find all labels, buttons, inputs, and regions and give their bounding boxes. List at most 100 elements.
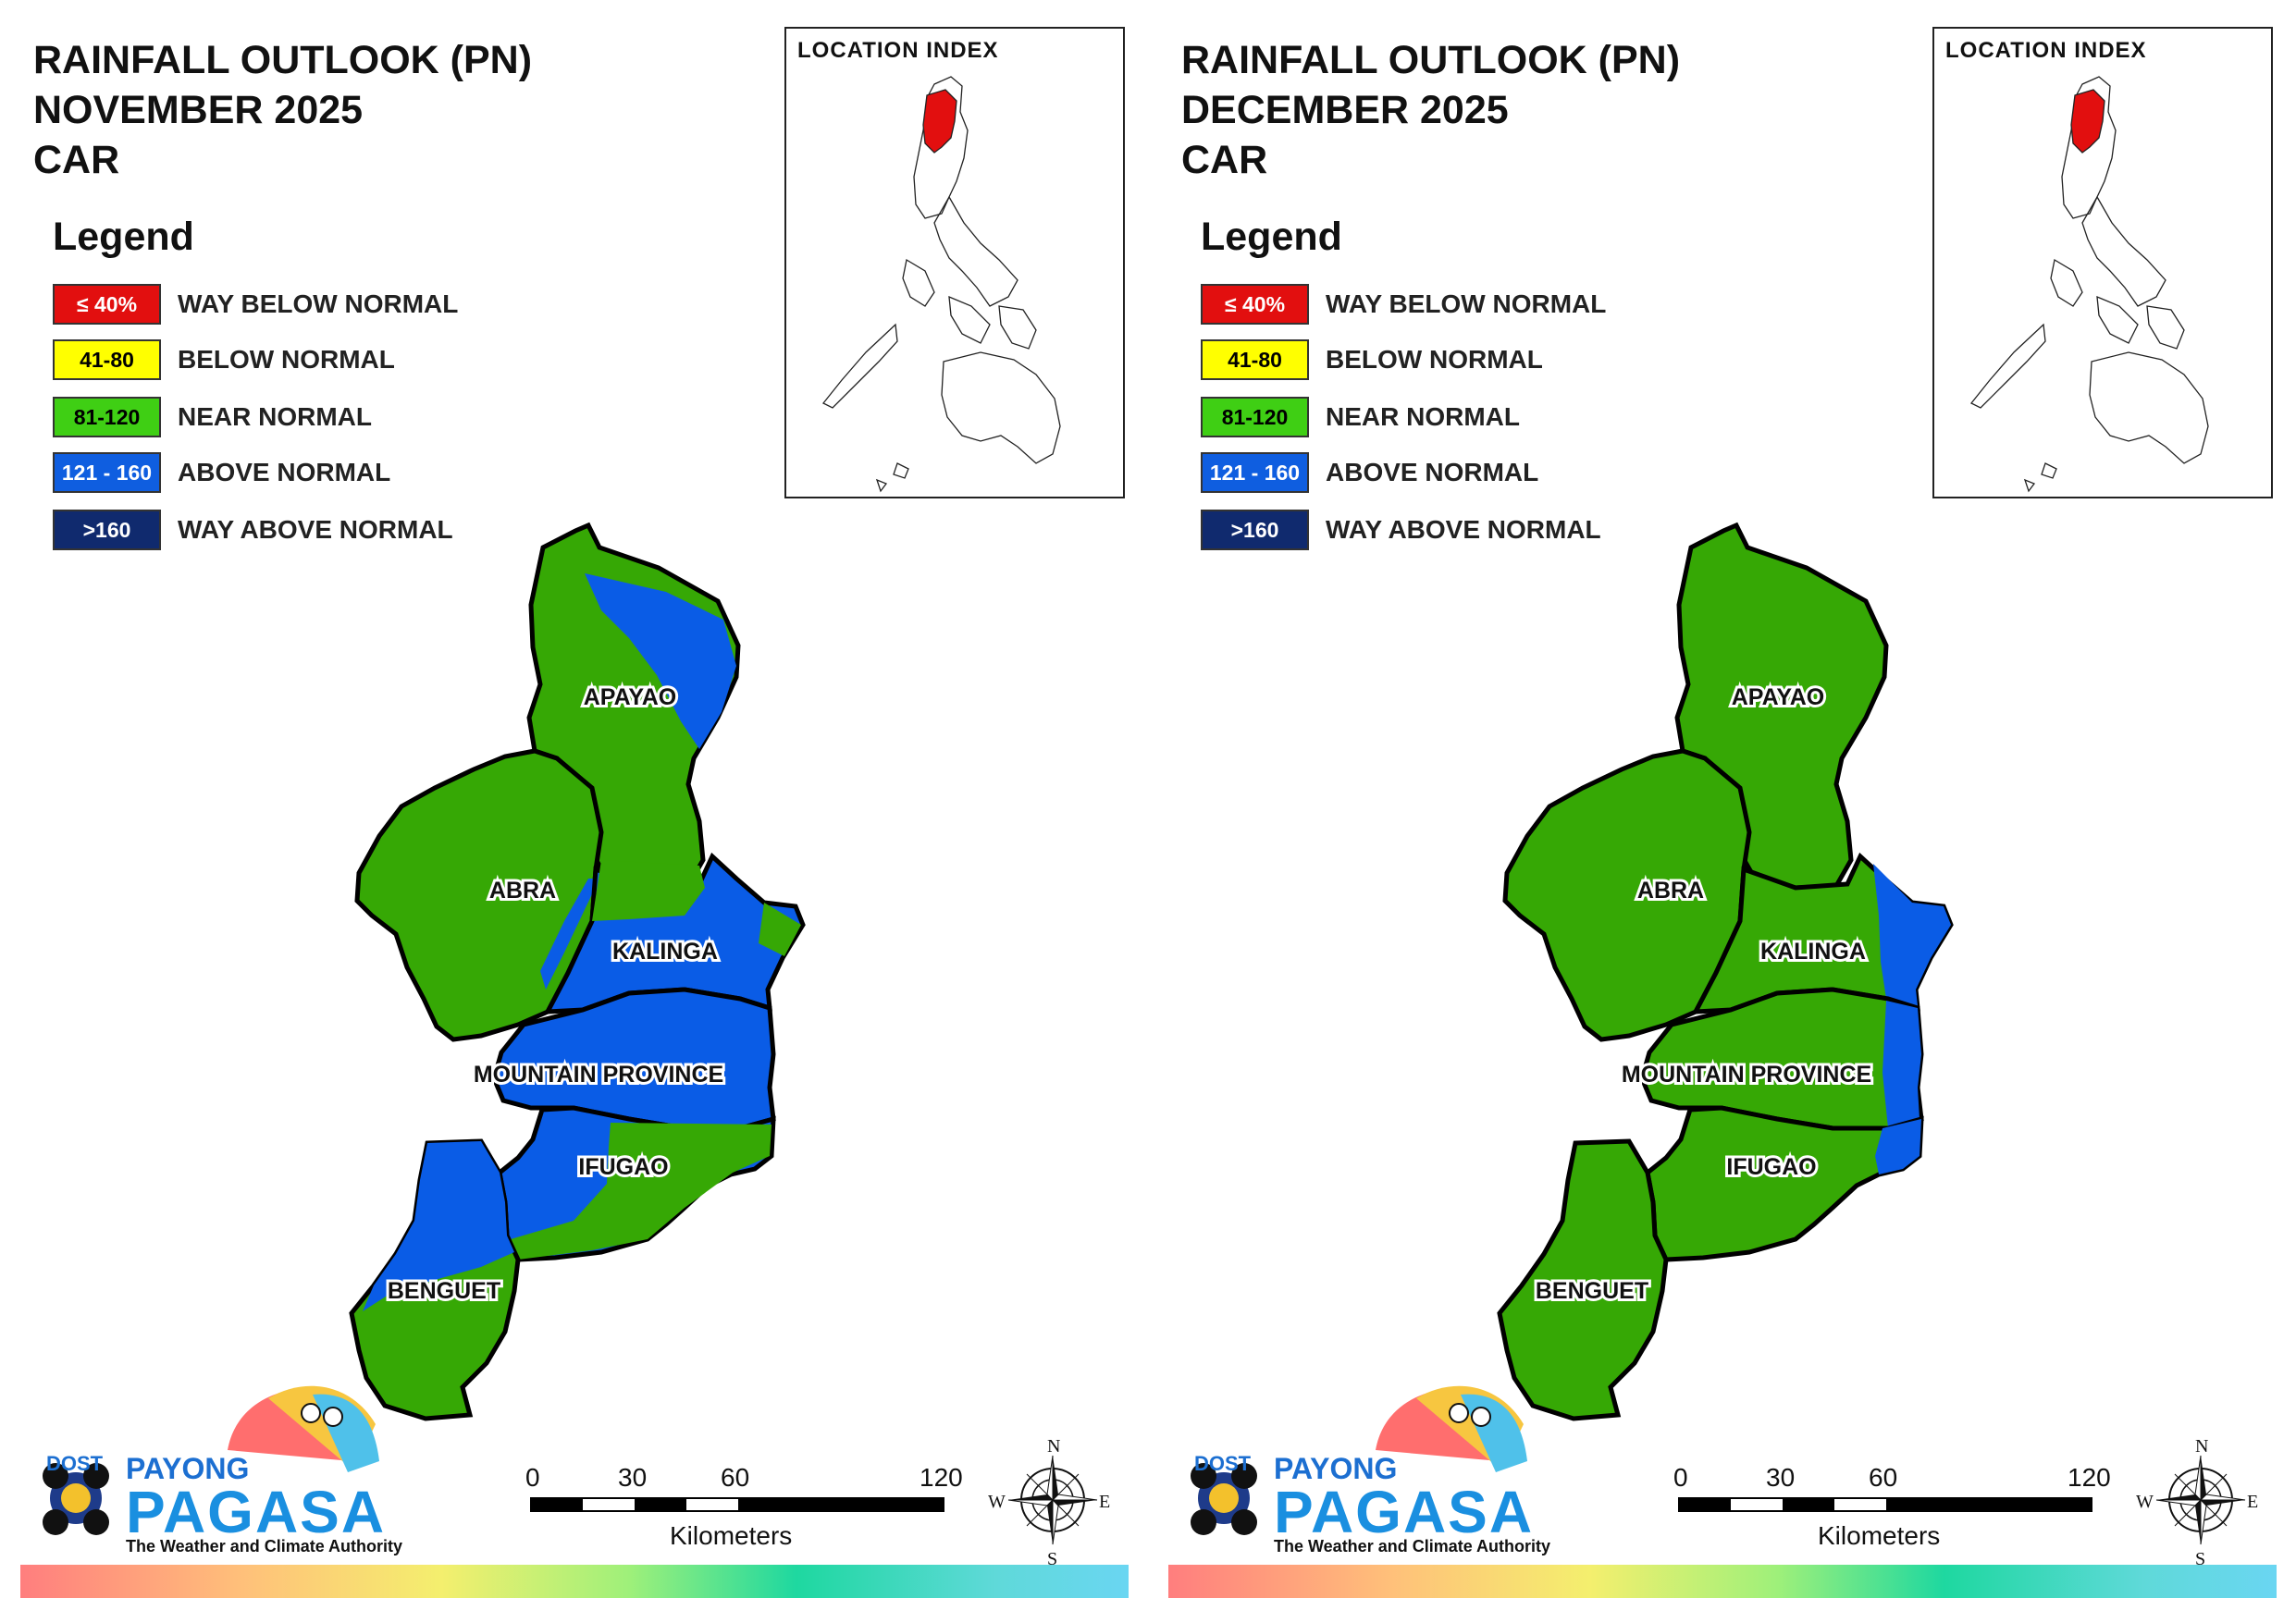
car-region-highlight — [2070, 89, 2105, 154]
compass-n: N — [1047, 1436, 1060, 1457]
scale-bar — [1678, 1497, 2092, 1512]
compass-n: N — [2195, 1436, 2208, 1457]
abra-above-normal-zone — [540, 879, 599, 990]
kalinga-near-normal-zone-east — [759, 903, 801, 956]
kalinga-near-normal-zone — [592, 860, 705, 921]
title-line-1: RAINFALL OUTLOOK (PN) — [1181, 38, 1681, 82]
legend-swatch: >160 — [53, 510, 161, 550]
province-ifugao — [1645, 1105, 1924, 1262]
province-apayao — [1674, 522, 1889, 891]
car-region-highlight — [922, 89, 957, 154]
map-title: RAINFALL OUTLOOK (PN) DECEMBER 2025 CAR — [1181, 35, 1680, 185]
legend-swatch: 81-120 — [53, 397, 161, 437]
label-ifugao: IFUGAO — [578, 1154, 668, 1180]
legend-item-above: 121 - 160 ABOVE NORMAL — [1201, 452, 1538, 493]
legend-item-way-above: >160 WAY ABOVE NORMAL — [1201, 510, 1601, 550]
label-ifugao: IFUGAO — [1726, 1154, 1816, 1180]
legend-label: NEAR NORMAL — [178, 402, 372, 431]
label-mountain-province: MOUNTAIN PROVINCE — [474, 1062, 723, 1088]
apayao-above-normal-zone — [585, 573, 736, 749]
label-abra: ABRA — [1637, 878, 1704, 904]
compass-e: E — [2247, 1492, 2258, 1512]
legend-label: WAY ABOVE NORMAL — [1326, 515, 1601, 544]
legend-label: ABOVE NORMAL — [178, 458, 391, 486]
legend-item-way-below: ≤ 40% WAY BELOW NORMAL — [53, 284, 458, 325]
scale-unit: Kilometers — [670, 1521, 793, 1550]
title-line-2: DECEMBER 2025 — [1181, 88, 1509, 132]
scale-unit: Kilometers — [1818, 1521, 1941, 1550]
legend-label: ABOVE NORMAL — [1326, 458, 1539, 486]
ifugao-above-normal-zone — [1875, 1119, 1921, 1174]
legend-label: BELOW NORMAL — [1326, 345, 1543, 374]
legend-label: BELOW NORMAL — [178, 345, 395, 374]
legend-item-near: 81-120 NEAR NORMAL — [1201, 397, 1520, 437]
legend-label: WAY ABOVE NORMAL — [178, 515, 453, 544]
logo-tagline: The Weather and Climate Authority — [126, 1537, 403, 1555]
legend-label: WAY BELOW NORMAL — [178, 289, 459, 318]
scale-tick-30: 30 — [1766, 1463, 1796, 1492]
label-benguet: BENGUET — [1536, 1278, 1648, 1304]
logo-pagasa: PAGASA — [1274, 1479, 1535, 1545]
title-line-2: NOVEMBER 2025 — [33, 88, 364, 132]
logo-payong: PAYONG — [1274, 1452, 1398, 1485]
legend-swatch: >160 — [1201, 510, 1309, 550]
label-mountain-province: MOUNTAIN PROVINCE — [1622, 1062, 1871, 1088]
scale-tick-0: 0 — [1673, 1463, 1688, 1492]
title-line-1: RAINFALL OUTLOOK (PN) — [33, 38, 533, 82]
legend-label: WAY BELOW NORMAL — [1326, 289, 1607, 318]
province-abra — [1502, 748, 1752, 1042]
compass-rose-icon: N S E W — [2136, 1436, 2258, 1569]
legend-label: NEAR NORMAL — [1326, 402, 1520, 431]
legend-swatch: ≤ 40% — [1201, 284, 1309, 325]
mountain-above-normal-zone — [1882, 1001, 1921, 1128]
kalinga-above-normal-zone — [1873, 864, 1951, 1006]
label-apayao: APAYAO — [1732, 684, 1825, 710]
location-index: LOCATION INDEX — [1932, 27, 2273, 498]
legend-item-above: 121 - 160 ABOVE NORMAL — [53, 452, 390, 493]
compass-e: E — [1099, 1492, 1110, 1512]
province-benguet — [1497, 1138, 1669, 1421]
legend-title: Legend — [1201, 215, 1342, 259]
legend-swatch: 41-80 — [1201, 339, 1309, 380]
philippines-inset-map — [821, 76, 1061, 493]
label-kalinga: KALINGA — [612, 939, 718, 965]
legend-swatch: ≤ 40% — [53, 284, 161, 325]
footer-gradient-bar — [1168, 1565, 2277, 1598]
province-apayao — [526, 522, 741, 891]
scale-tick-60: 60 — [1869, 1463, 1898, 1492]
province-kalinga — [1691, 852, 1954, 1014]
legend-item-below: 41-80 BELOW NORMAL — [53, 339, 395, 380]
legend-item-way-below: ≤ 40% WAY BELOW NORMAL — [1201, 284, 1606, 325]
philippines-inset-map — [1969, 76, 2209, 493]
logo-payong: PAYONG — [126, 1452, 250, 1485]
compass-rose-icon: N S E W — [988, 1436, 1110, 1569]
label-benguet: BENGUET — [388, 1278, 500, 1304]
compass-w: W — [2136, 1492, 2154, 1512]
province-benguet — [349, 1138, 521, 1421]
logo-dost: DOST — [46, 1452, 104, 1475]
panel-november: RAINFALL OUTLOOK (PN) NOVEMBER 2025 CAR … — [20, 27, 1129, 1598]
location-index: LOCATION INDEX — [784, 27, 1125, 498]
logo-pagasa: PAGASA — [126, 1479, 387, 1545]
logo-tagline: The Weather and Climate Authority — [1274, 1537, 1551, 1555]
province-mountain — [1639, 987, 1924, 1131]
label-abra: ABRA — [489, 878, 556, 904]
location-index-title: LOCATION INDEX — [1945, 38, 2147, 63]
title-line-3: CAR — [1181, 138, 1268, 182]
province-mountain — [491, 987, 776, 1131]
legend-item-below: 41-80 BELOW NORMAL — [1201, 339, 1543, 380]
legend-swatch: 121 - 160 — [53, 452, 161, 493]
location-index-title: LOCATION INDEX — [797, 38, 999, 63]
panel-december: RAINFALL OUTLOOK (PN) DECEMBER 2025 CAR … — [1148, 0, 2296, 1623]
scale-bar — [530, 1497, 944, 1512]
province-labels: APAYAO ABRA KALINGA MOUNTAIN PROVINCE IF… — [385, 682, 726, 1307]
legend-swatch: 121 - 160 — [1201, 452, 1309, 493]
legend-item-way-above: >160 WAY ABOVE NORMAL — [53, 510, 453, 550]
province-kalinga — [543, 852, 806, 1014]
scale-tick-30: 30 — [618, 1463, 648, 1492]
title-line-3: CAR — [33, 138, 120, 182]
scale-tick-120: 120 — [2068, 1463, 2111, 1492]
legend-title: Legend — [53, 215, 194, 259]
logo-dost: DOST — [1194, 1452, 1252, 1475]
